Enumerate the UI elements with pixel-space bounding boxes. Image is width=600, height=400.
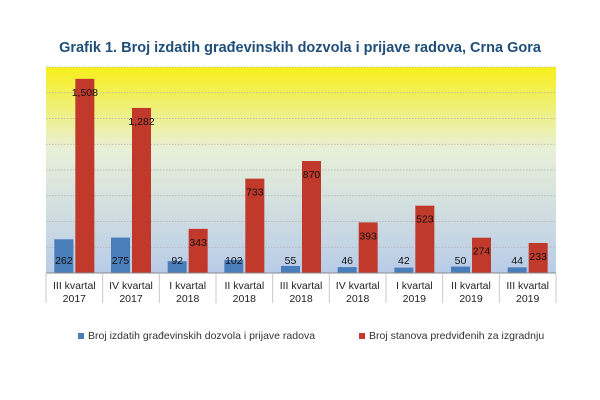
legend: Broj izdatih građevinskih dozvola i prij… xyxy=(78,330,544,342)
bar-apartments xyxy=(75,78,95,273)
chart-title: Grafik 1. Broj izdatih građevinskih dozv… xyxy=(59,40,541,56)
legend-swatch-apartments xyxy=(359,333,366,339)
data-label-permits: 46 xyxy=(341,255,353,267)
x-tick-label: III kvartal 2018 xyxy=(280,280,323,305)
x-tick-label: II kvartal 2019 xyxy=(451,280,491,305)
data-label-apartments: 1,282 xyxy=(128,116,154,128)
bar-permits xyxy=(451,266,470,273)
data-label-apartments: 233 xyxy=(529,251,547,263)
bar-apartments xyxy=(358,222,378,273)
bar-apartments xyxy=(132,107,151,273)
data-label-permits: 55 xyxy=(285,255,297,267)
bar-permits xyxy=(394,267,414,273)
bar-apartments xyxy=(472,237,491,273)
data-label-permits: 102 xyxy=(225,255,243,267)
x-tick-label: I kvartal 2018 xyxy=(169,280,206,305)
data-label-permits: 92 xyxy=(171,255,183,267)
bar-apartments xyxy=(415,205,435,273)
data-label-apartments: 523 xyxy=(416,214,434,226)
gridlines xyxy=(46,66,556,248)
data-labels: 262 1,508 275 1,282 92 343 102 733 55 870 46 393 42 5… xyxy=(55,87,547,267)
bar-apartments xyxy=(528,243,548,273)
x-tick-label: I kvartal 2019 xyxy=(396,280,433,305)
x-tick-label: IV kvartal 2018 xyxy=(336,280,380,305)
data-label-apartments: 274 xyxy=(473,246,491,258)
legend-label-apartments: Broj stanova predviđenih za izgradnju xyxy=(369,330,545,342)
data-label-permits: 275 xyxy=(112,255,130,267)
legend-item-apartments: Broj stanova predviđenih za izgradnju xyxy=(359,330,544,342)
bar-series xyxy=(54,78,548,273)
bar-apartments xyxy=(245,178,265,273)
bar-permits xyxy=(281,265,300,273)
data-label-apartments: 393 xyxy=(359,230,377,242)
data-label-permits: 42 xyxy=(398,255,410,267)
data-label-apartments: 343 xyxy=(189,237,207,249)
data-label-permits: 262 xyxy=(55,255,73,267)
bar-permits xyxy=(337,267,357,273)
x-tick-label: IV kvartal 2017 xyxy=(109,280,153,305)
bar-apartments xyxy=(302,160,321,273)
data-label-permits: 50 xyxy=(455,255,467,267)
bar-permits xyxy=(54,239,74,273)
bar-apartments xyxy=(188,228,208,273)
x-tick-label: III kvartal 2019 xyxy=(506,280,549,305)
x-axis: III kvartal 2017 IV kvartal 2017 I kvartal 20… xyxy=(45,272,557,305)
data-label-apartments: 1,508 xyxy=(72,87,98,99)
bar-permits xyxy=(224,259,244,273)
bar-permits xyxy=(111,237,130,273)
data-label-apartments: 870 xyxy=(303,169,321,181)
x-tick-label: III kvartal 2017 xyxy=(53,280,96,305)
data-label-permits: 44 xyxy=(511,255,523,267)
legend-item-permits: Broj izdatih građevinskih dozvola i prij… xyxy=(78,330,315,342)
legend-swatch-permits xyxy=(78,333,84,339)
data-label-apartments: 733 xyxy=(246,187,264,199)
legend-label-permits: Broj izdatih građevinskih dozvola i prij… xyxy=(88,330,316,342)
bar-permits xyxy=(507,267,527,273)
bar-permits xyxy=(167,261,187,273)
x-tick-label: II kvartal 2018 xyxy=(224,280,264,305)
